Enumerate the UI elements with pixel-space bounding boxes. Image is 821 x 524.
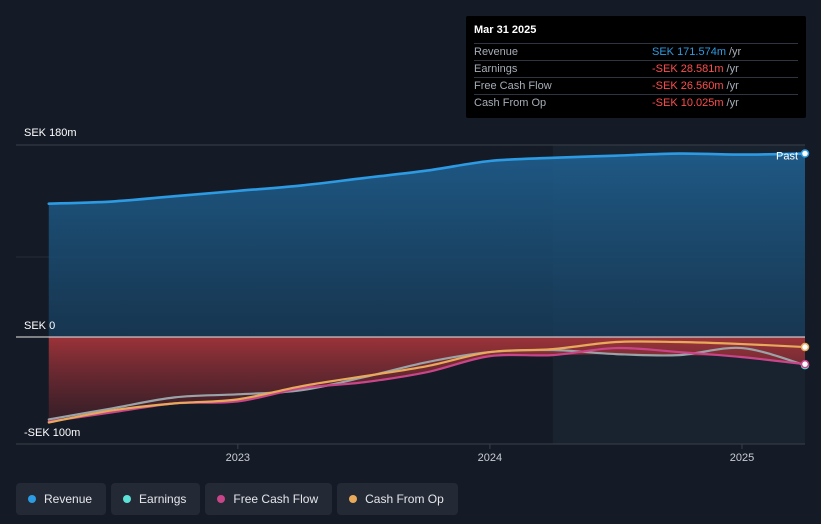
tooltip-date: Mar 31 2025 (474, 24, 537, 36)
tooltip-row-earnings: Earnings -SEK 28.581m /yr (474, 60, 798, 77)
endpoint-free-cash-flow (800, 359, 810, 369)
legend-dot-icon (123, 495, 132, 503)
x-tick-label: 2023 (226, 452, 250, 464)
y-tick-label: -SEK 100m (24, 427, 80, 439)
tooltip-panel: Mar 31 2025 Revenue SEK 171.574m /yr Ear… (466, 16, 806, 118)
endpoint-revenue (800, 149, 810, 158)
legend-dot-icon (28, 495, 36, 503)
legend-item-cash-from-op[interactable]: Cash From Op (337, 483, 458, 515)
series-line-earnings (47, 346, 805, 421)
tooltip-label: Earnings (474, 63, 518, 75)
tooltip-unit: /yr (726, 97, 739, 109)
series-line-cash-from-op (47, 340, 805, 424)
tooltip-label: Revenue (474, 46, 519, 58)
legend-dot-icon (349, 495, 358, 503)
tooltip-label: Cash From Op (474, 97, 547, 109)
endpoint-cash-from-op (800, 342, 810, 352)
tooltip-value: -SEK 28.581m (652, 63, 724, 75)
x-tick-label: 2025 (730, 452, 754, 464)
tooltip-row-cash-from-op: Cash From Op -SEK 10.025m /yr (474, 94, 798, 111)
legend-label: Cash From Op (365, 492, 444, 506)
tooltip-unit: /yr (726, 80, 739, 92)
legend: Revenue Earnings Free Cash Flow Cash Fro… (16, 483, 458, 515)
y-tick-label: SEK 180m (24, 127, 77, 139)
legend-label: Earnings (139, 492, 187, 506)
tooltip-unit: /yr (726, 63, 739, 75)
legend-label: Revenue (44, 492, 93, 506)
revenue-area (48, 153, 805, 337)
legend-item-revenue[interactable]: Revenue (16, 483, 107, 515)
tooltip-row-free-cash-flow: Free Cash Flow -SEK 26.560m /yr (474, 77, 798, 94)
tooltip-value: -SEK 10.025m (652, 97, 724, 109)
x-tick-label: 2024 (478, 452, 502, 464)
tooltip-unit: /yr (729, 46, 742, 58)
legend-item-earnings[interactable]: Earnings (111, 483, 201, 515)
legend-item-free-cash-flow[interactable]: Free Cash Flow (205, 483, 333, 515)
financials-chart: SEK 180m SEK 0 -SEK 100m 2023 2024 2025 Past (16, 127, 810, 464)
tooltip-value: SEK 171.574m (652, 46, 726, 58)
past-label: Past (776, 151, 798, 163)
legend-label: Free Cash Flow (233, 492, 319, 506)
series-line-revenue (47, 152, 805, 205)
legend-dot-icon (217, 495, 226, 503)
y-tick-label: SEK 0 (24, 320, 55, 332)
tooltip-value: -SEK 26.560m (652, 80, 724, 92)
tooltip-label: Free Cash Flow (474, 80, 552, 92)
tooltip-row-revenue: Revenue SEK 171.574m /yr (474, 43, 798, 60)
